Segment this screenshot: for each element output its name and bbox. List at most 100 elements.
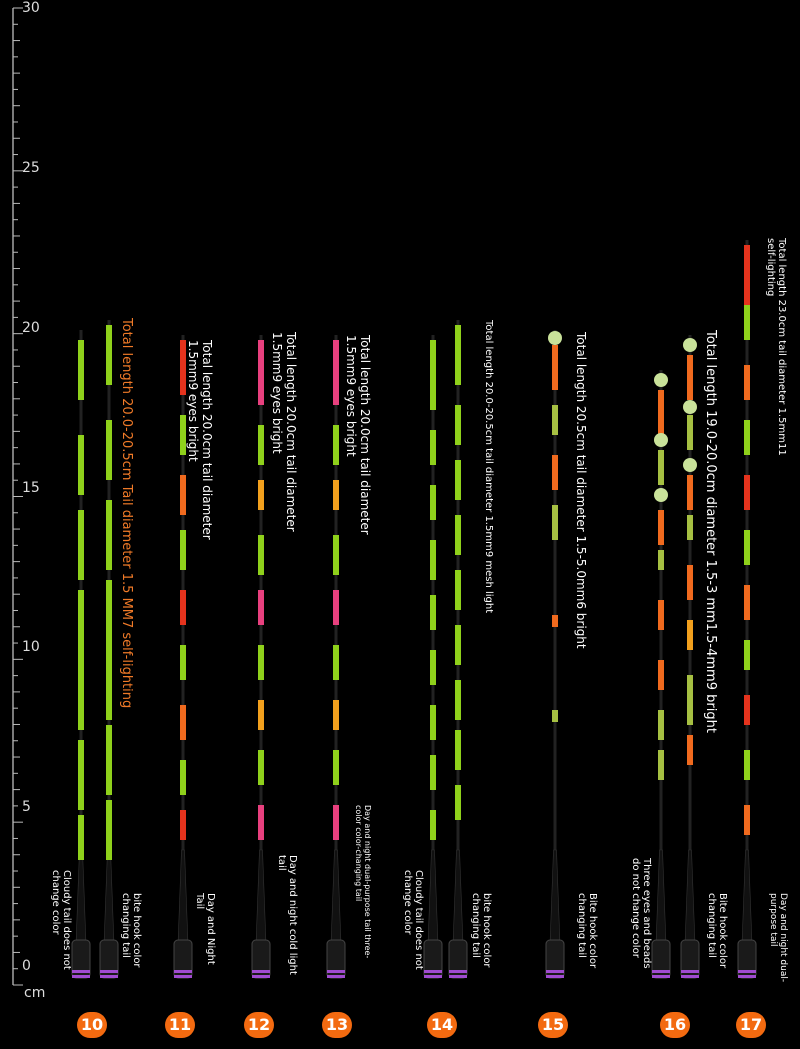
- float-segment: [258, 805, 264, 840]
- float-tip-bead: [548, 331, 562, 345]
- float-segment: [455, 785, 461, 820]
- float-segment: [430, 810, 436, 840]
- float-segment: [552, 345, 558, 390]
- float-segment: [455, 625, 461, 665]
- float-body: [330, 849, 342, 946]
- float-base-band: [327, 970, 345, 973]
- float-segment: [106, 325, 112, 385]
- float-segment: [333, 645, 339, 680]
- float-segment: [180, 590, 186, 625]
- badge-11: 11: [165, 1012, 195, 1038]
- badge-17: 17: [736, 1012, 766, 1038]
- float-eye-bead: [683, 338, 697, 352]
- float-11: [170, 335, 196, 1000]
- float-stick: [651, 370, 671, 979]
- float-segment: [744, 530, 750, 565]
- float-segment: [333, 805, 339, 840]
- cm-ruler: 30 25 20 15 10 5 0 cm: [0, 0, 60, 1045]
- float-segment: [744, 475, 750, 510]
- badge-16: 16: [660, 1012, 690, 1038]
- ruler-label-5: 5: [22, 799, 31, 815]
- float-segment: [744, 305, 750, 340]
- float-segment: [455, 730, 461, 770]
- ruler-label-30: 30: [22, 0, 40, 16]
- float-11-spec: Total length 20.0cm tail diameter 1.5mm9…: [186, 340, 214, 540]
- float-segment: [333, 480, 339, 510]
- float-segment: [552, 505, 558, 540]
- ruler-label-10: 10: [22, 639, 40, 655]
- float-segment: [658, 510, 664, 545]
- float-segment: [78, 510, 84, 580]
- float-segment: [744, 245, 750, 305]
- float-stick: [251, 335, 271, 979]
- float-segment: [552, 615, 558, 627]
- badge-13: 13: [322, 1012, 352, 1038]
- float-segment: [658, 450, 664, 485]
- float-segment: [106, 650, 112, 720]
- float-base-band: [449, 970, 467, 973]
- float-base-band: [100, 975, 118, 978]
- float-segment: [180, 475, 186, 515]
- float-segment: [333, 535, 339, 575]
- float-stick: [326, 335, 346, 979]
- float-segment: [258, 700, 264, 730]
- float-body: [177, 849, 189, 946]
- float-segment: [687, 355, 693, 400]
- float-segment: [687, 620, 693, 650]
- float-segment: [455, 325, 461, 385]
- float-segment: [333, 750, 339, 785]
- float-segment: [455, 405, 461, 445]
- float-base-band: [424, 975, 442, 978]
- float-segment: [430, 650, 436, 685]
- float-stick: [545, 330, 565, 979]
- float-16-three-eyes: [647, 370, 675, 1000]
- float-base-band: [174, 970, 192, 973]
- float-segment: [333, 425, 339, 465]
- float-10-length-label: Total length 20.0-20.5cm Tail diameter 1…: [119, 318, 134, 709]
- float-segment: [744, 695, 750, 725]
- float-segment: [180, 760, 186, 795]
- float-15-spec: Total length 20.5cm tail diameter 1.5-5.…: [574, 332, 588, 649]
- float-segment: [258, 590, 264, 625]
- float-body: [255, 849, 267, 946]
- float-stick: [423, 335, 443, 979]
- float-base-band: [546, 975, 564, 978]
- badge-12: 12: [244, 1012, 274, 1038]
- float-segment: [430, 755, 436, 790]
- float-segment: [687, 515, 693, 540]
- float-segment: [658, 710, 664, 740]
- float-segment: [455, 680, 461, 720]
- float-16-bite: [676, 335, 704, 1000]
- float-base-band: [738, 975, 756, 978]
- float-body: [684, 849, 696, 946]
- float-segment: [258, 645, 264, 680]
- float-13-spec: Total length 20.0cm tail diameter 1.5mm9…: [344, 335, 372, 535]
- float-11-note: Day and Night Tail: [194, 893, 216, 965]
- float-16-spec: Total length 19.0-20.0cm diameter 1.5-3 …: [703, 330, 718, 733]
- float-segment: [430, 485, 436, 520]
- float-segment: [658, 750, 664, 780]
- float-segment: [106, 580, 112, 650]
- float-stick: [71, 330, 91, 979]
- float-segment: [658, 660, 664, 690]
- float-segment: [744, 420, 750, 455]
- float-14-cloudy: [420, 335, 446, 1000]
- float-body: [549, 849, 561, 946]
- float-stick: [99, 320, 119, 979]
- float-14-spec: Total length 20.0-20.5cm tail diameter 1…: [483, 320, 494, 614]
- float-stick: [680, 335, 700, 979]
- float-segment: [333, 340, 339, 405]
- float-segment: [552, 405, 558, 435]
- float-segment: [106, 420, 112, 480]
- float-13-note: Day and night dual-purpose tail three-co…: [354, 805, 372, 959]
- float-13: [323, 335, 349, 1000]
- ruler-unit: cm: [24, 985, 46, 1001]
- float-10-note: Cloudy tail does not change color: [50, 870, 72, 970]
- float-segment: [455, 515, 461, 555]
- float-segment: [658, 550, 664, 570]
- float-base-band: [681, 970, 699, 973]
- float-segment: [744, 640, 750, 670]
- float-17-note: Day and night dual-purpose tail: [768, 893, 788, 983]
- float-body: [741, 849, 753, 946]
- ruler-ticks: [12, 7, 23, 986]
